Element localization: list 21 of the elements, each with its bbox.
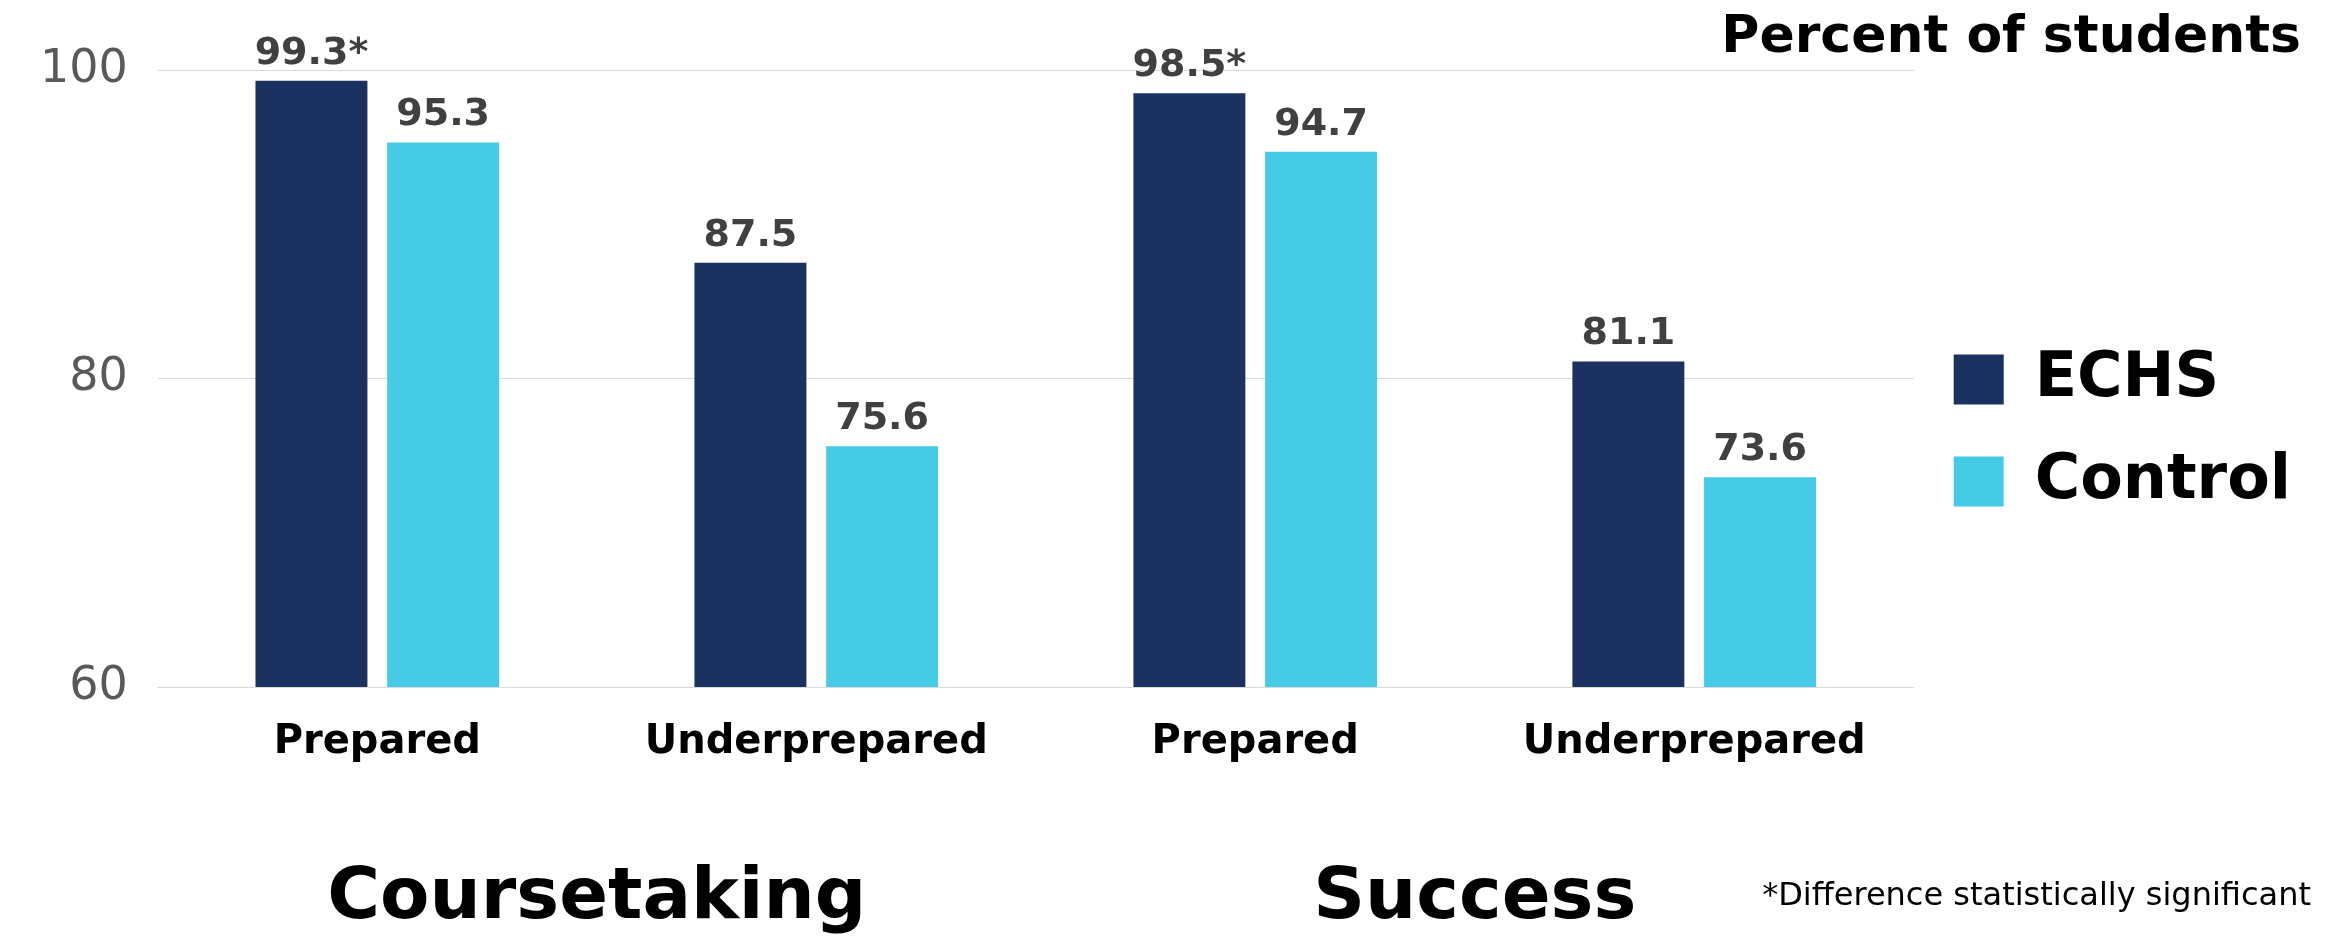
x-tick-label: Underprepared [1522,716,1866,763]
y-tick-label: 60 [69,655,128,710]
text: Coursetaking [327,850,867,935]
data-label: 75.6 [835,394,929,439]
data-label: 98.5* [1132,41,1247,86]
data-label: 94.7 [1274,99,1368,144]
text: Success [1313,850,1637,935]
data-label: 99.3* [254,28,369,73]
x-tick-label: Prepared [273,716,481,763]
x-tick-label: Underprepared [644,716,988,763]
x-tick-label: Prepared [1151,716,1359,763]
text: *Difference statistically significant [1762,875,2311,914]
y-tick-label: 100 [39,38,128,93]
data-label: 81.1 [1581,309,1676,354]
y-tick-label: 80 [69,347,128,402]
data-label: 87.5 [703,210,798,255]
chart-title: Percent of students [1721,3,2301,64]
legend-label: ECHS [2034,337,2220,411]
legend-label: Control [2034,439,2291,513]
data-label: 73.6 [1713,425,1807,470]
data-label: 95.3 [396,90,491,135]
